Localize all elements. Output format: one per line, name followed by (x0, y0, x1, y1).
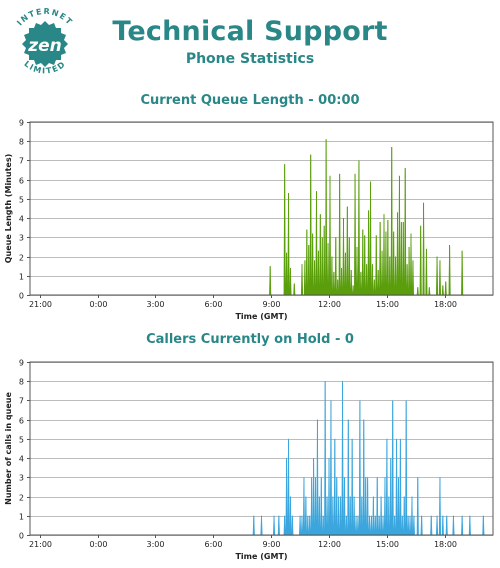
plot-area (29, 361, 494, 536)
x-tick-label: 12:00 (318, 300, 341, 309)
y-tick-label: 9 (19, 119, 24, 128)
callers-on-hold-chart: 0 1 2 3 4 5 6 7 8 9 21:00 0:00 3:00 6:00 9:00 12:00 15:0… (4, 359, 494, 561)
y-tick-label: 2 (19, 254, 24, 263)
y-tick-label: 8 (19, 138, 24, 147)
y-tick-label: 5 (19, 196, 24, 205)
x-tick-label: 3:00 (147, 300, 165, 309)
x-tick-label: 21:00 (29, 540, 52, 549)
x-axis-label: Time (GMT) (235, 312, 287, 321)
plot-area (29, 121, 494, 296)
x-tick-label: 6:00 (205, 540, 223, 549)
y-axis-label: Number of calls in queue (4, 392, 13, 505)
y-tick-label: 5 (19, 436, 24, 445)
x-tick-label: 0:00 (90, 300, 108, 309)
y-tick-label: 1 (19, 273, 24, 282)
y-tick-label: 4 (19, 455, 24, 464)
x-tick-label: 15:00 (376, 300, 399, 309)
y-tick-label: 0 (19, 292, 24, 301)
y-axis-label: Queue Length (Minutes) (4, 154, 13, 264)
y-tick-label: 8 (19, 378, 24, 387)
queue-length-chart: 0 1 2 3 4 5 6 7 8 9 21:00 0:00 3:00 6:00 9:00 12:00 15:0… (4, 119, 494, 321)
x-tick-label: 12:00 (318, 540, 341, 549)
y-tick-label: 7 (19, 397, 24, 406)
y-tick-label: 7 (19, 157, 24, 166)
x-tick-label: 6:00 (205, 300, 223, 309)
zen-internet-logo: zen INTERNET LIMITED (15, 7, 73, 76)
y-tick-label: 6 (19, 417, 24, 426)
logo-cog-icon (22, 21, 68, 67)
page-subtitle: Phone Statistics (185, 51, 315, 67)
x-tick-label: 18:00 (434, 540, 457, 549)
y-tick-label: 9 (19, 359, 24, 368)
plot-frame (29, 121, 494, 296)
x-tick-label: 3:00 (147, 540, 165, 549)
hold-series (252, 381, 485, 536)
x-tick-label: 21:00 (29, 300, 52, 309)
queue-series (269, 139, 466, 296)
x-tick-label: 0:00 (90, 540, 108, 549)
y-tick-label: 4 (19, 215, 24, 224)
y-tick-label: 3 (19, 474, 24, 483)
x-tick-label: 9:00 (263, 540, 281, 549)
x-tick-label: 18:00 (434, 300, 457, 309)
plot-frame (29, 361, 494, 536)
x-axis-label: Time (GMT) (235, 552, 287, 561)
logo-brand: zen (27, 36, 62, 56)
y-tick-label: 3 (19, 234, 24, 243)
page-title: Technical Support (112, 16, 388, 47)
y-tick-label: 0 (19, 532, 24, 541)
y-tick-label: 1 (19, 513, 24, 522)
callers-on-hold-chart-title: Callers Currently on Hold - 0 (146, 332, 354, 347)
queue-length-chart-title: Current Queue Length - 00:00 (140, 93, 360, 108)
x-tick-label: 9:00 (263, 300, 281, 309)
y-tick-label: 2 (19, 494, 24, 503)
y-tick-label: 6 (19, 177, 24, 186)
x-tick-label: 15:00 (376, 540, 399, 549)
